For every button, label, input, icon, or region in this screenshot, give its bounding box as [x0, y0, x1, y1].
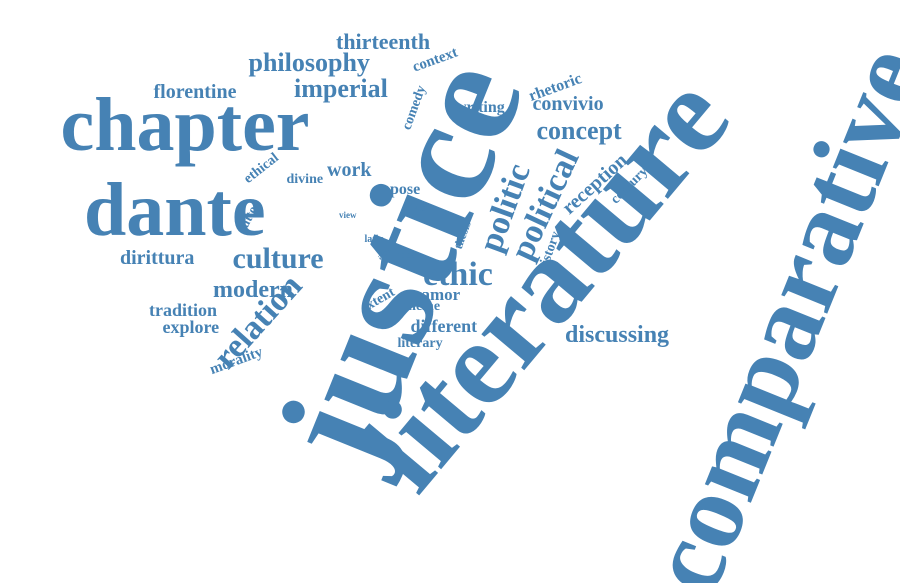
word-florentine: florentine [153, 81, 237, 103]
word-convivio: convivio [532, 93, 604, 115]
word-civic: civic [404, 201, 426, 214]
word-modern: modern [213, 277, 293, 303]
word-pose: pose [390, 181, 421, 198]
word-theme: theme [403, 299, 441, 314]
word-ethic: ethic [423, 256, 493, 293]
word-culture: culture [232, 242, 324, 275]
word-explore: explore [162, 317, 220, 337]
word-dante: dante [84, 168, 266, 252]
word-amor: amor [421, 284, 461, 304]
word-imperial: imperial [294, 74, 388, 103]
word-discussing: discussing [565, 322, 670, 348]
word-divine: divine [286, 172, 324, 187]
word-chapter: chapter [60, 83, 310, 167]
word-writing: writing [455, 99, 505, 116]
word-concept: concept [536, 116, 622, 145]
word-latin: latin [364, 234, 384, 245]
word-idea: idea [398, 250, 416, 261]
word-tradition: tradition [149, 300, 218, 320]
word-philosophy: philosophy [248, 48, 370, 77]
word-thirteenth: thirteenth [336, 29, 431, 54]
word-work: work [327, 159, 372, 181]
word-literary: literary [397, 336, 443, 351]
word-view: view [339, 209, 357, 220]
word-different: different [410, 316, 478, 336]
word-dirittura: dirittura [120, 247, 195, 269]
